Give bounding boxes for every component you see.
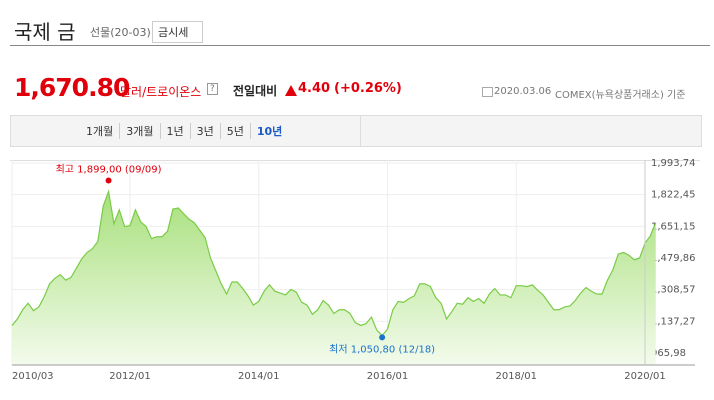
y-tick-label: 1,308,57 — [651, 285, 696, 296]
annotation: 최저 1,050,80 (12/18) — [329, 343, 435, 355]
change-percent: (+0.26%) — [334, 81, 402, 96]
y-tick-label: 1,479,86 — [651, 253, 696, 264]
unit: 달러/트로이온스 — [120, 85, 202, 99]
extreme-point — [379, 334, 386, 341]
tab-bar — [10, 115, 702, 147]
tab[interactable]: 1년 — [159, 123, 190, 139]
tab[interactable]: 3년 — [189, 123, 220, 139]
change: 4.40 — [298, 81, 331, 96]
extreme-point — [105, 177, 112, 184]
y-tick-label: 1,822,45 — [651, 190, 696, 201]
tab[interactable]: 3개월 — [119, 123, 159, 139]
chart-top-border — [10, 160, 700, 161]
area — [12, 191, 656, 365]
button-label: 금시세 — [158, 26, 189, 39]
calendar-icon — [482, 87, 493, 97]
date: 2020.03.06 — [494, 86, 552, 97]
x-tick-label: 2014/01 — [238, 371, 280, 382]
line — [11, 189, 657, 337]
x-tick-label: 2018/01 — [495, 371, 537, 382]
x-tick-label: 2016/01 — [367, 371, 409, 382]
tab-divider — [360, 116, 361, 146]
tabs: 1개월 3개월 1년 3년 5년 10년 — [80, 123, 288, 139]
x-tick-label: 2010/03 — [12, 371, 54, 382]
tab[interactable]: 5년 — [219, 123, 250, 139]
change-label: 전일대비 — [233, 84, 278, 98]
y-tick-label: 965,98 — [651, 348, 686, 359]
y-tick-label: 1,137,27 — [651, 316, 696, 327]
price: 1,670.80 — [14, 73, 130, 102]
source: COMEX(뉴욕상품거래소) 기준 — [555, 90, 686, 101]
gold-price-button[interactable]: 금시세 — [152, 21, 204, 43]
subtitle: 선물(20-03) — [90, 26, 151, 39]
divider — [10, 45, 710, 46]
y-tick-label: 1,993,74 — [651, 158, 696, 169]
tab[interactable]: 1개월 — [86, 125, 114, 138]
x-tick-label: 2020/01 — [624, 371, 666, 382]
x-tick-label: 2012/01 — [109, 371, 151, 382]
title: 국제 금 — [14, 20, 76, 44]
up-arrow — [285, 85, 297, 96]
annotation: 최고 1,899,00 (09/09) — [56, 164, 162, 176]
y-tick-label: 1,651,15 — [651, 221, 696, 232]
help-icon[interactable]: ? — [207, 83, 218, 95]
tab[interactable]: 10년 — [249, 123, 288, 139]
